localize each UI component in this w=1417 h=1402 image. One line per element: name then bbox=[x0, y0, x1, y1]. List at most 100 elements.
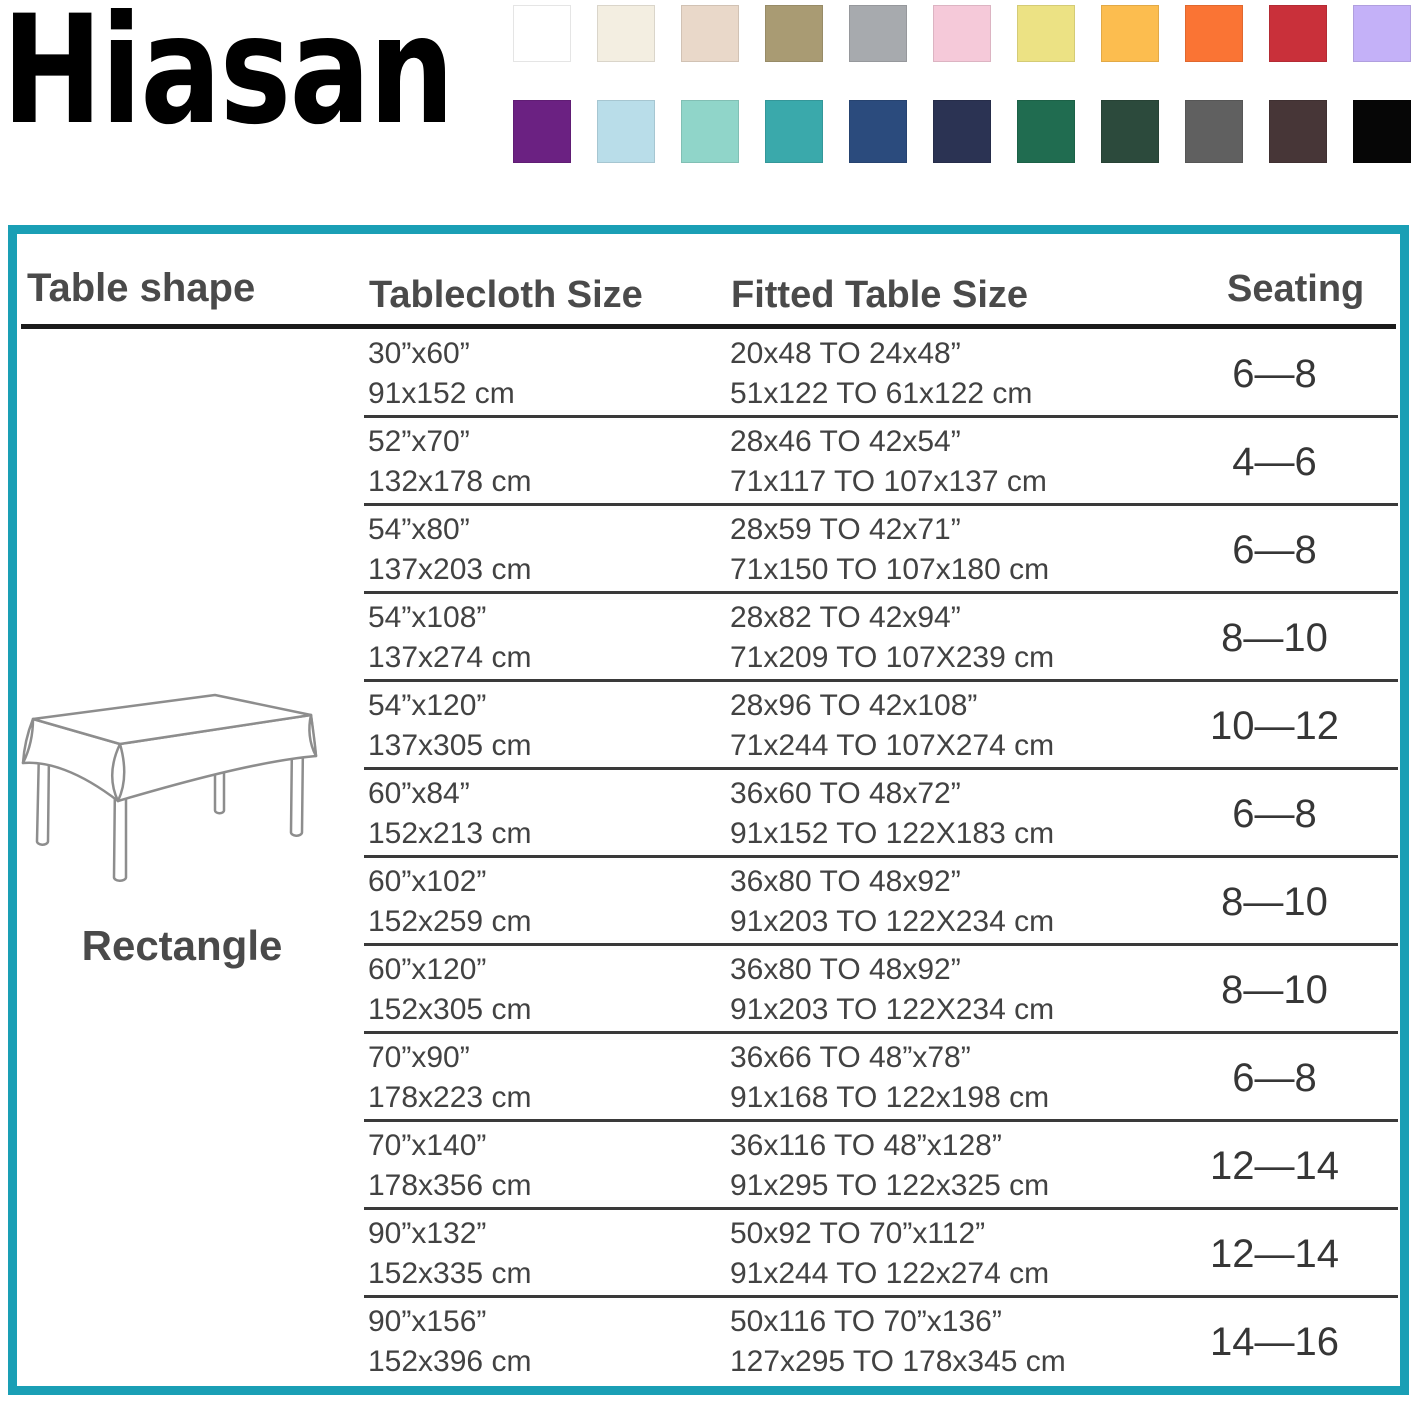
fitted-table-size-cm: 91x203 TO 122X234 cm bbox=[730, 993, 1055, 1026]
fitted-table-size-cell: 36x116 TO 48”x128” 91x295 TO 122x325 cm bbox=[730, 1126, 1049, 1206]
tablecloth-size-inches: 54”x80” bbox=[368, 513, 470, 546]
fitted-table-size-inches: 36x66 TO 48”x78” bbox=[730, 1041, 971, 1074]
color-swatch-row-2 bbox=[513, 100, 1411, 163]
tablecloth-size-cell: 60”x120” 152x305 cm bbox=[368, 950, 531, 1030]
rectangle-table-icon bbox=[21, 693, 318, 882]
fitted-table-size-cm: 91x295 TO 122x325 cm bbox=[730, 1169, 1050, 1202]
seating-cell: 8—10 bbox=[1221, 615, 1328, 660]
color-swatch-navy-blue bbox=[849, 100, 907, 163]
size-row: 54”x120” 137x305 cm 28x96 TO 42x108” 71x244… bbox=[17, 682, 1400, 770]
size-row: 60”x102” 152x259 cm 36x80 TO 48x92” 91x203 … bbox=[17, 858, 1400, 946]
color-swatch-chocolate-brown bbox=[1269, 100, 1327, 163]
tablecloth-size-cm: 152x305 cm bbox=[368, 993, 532, 1026]
size-rows: 30”x60” 91x152 cm 20x48 TO 24x48” 51x122 TO… bbox=[17, 330, 1400, 1386]
seating-cell: 12—14 bbox=[1210, 1231, 1339, 1276]
seating-cell: 8—10 bbox=[1221, 879, 1328, 924]
header-underline bbox=[21, 324, 1396, 329]
tablecloth-size-cell: 54”x80” 137x203 cm bbox=[368, 510, 531, 590]
fitted-table-size-cell: 50x116 TO 70”x136” 127x295 TO 178x345 cm bbox=[730, 1302, 1066, 1382]
seating-cell: 12—14 bbox=[1210, 1143, 1339, 1188]
fitted-table-size-cell: 36x80 TO 48x92” 91x203 TO 122X234 cm bbox=[730, 950, 1054, 1030]
tablecloth-size-inches: 52”x70” bbox=[368, 425, 470, 458]
color-swatch-white bbox=[513, 5, 571, 62]
fitted-table-size-inches: 36x80 TO 48x92” bbox=[730, 953, 961, 986]
tablecloth-size-cm: 137x203 cm bbox=[368, 553, 532, 586]
fitted-table-size-inches: 36x60 TO 48x72” bbox=[730, 777, 961, 810]
tablecloth-size-cell: 70”x140” 178x356 cm bbox=[368, 1126, 531, 1206]
tablecloth-size-inches: 54”x120” bbox=[368, 689, 487, 722]
tablecloth-size-cm: 91x152 cm bbox=[368, 377, 515, 410]
fitted-table-size-cm: 71x117 TO 107x137 cm bbox=[730, 465, 1047, 498]
size-row: 54”x108” 137x274 cm 28x82 TO 42x94” 71x209 … bbox=[17, 594, 1400, 682]
fitted-table-size-cm: 71x244 TO 107X274 cm bbox=[730, 729, 1055, 762]
size-row: 60”x84” 152x213 cm 36x60 TO 48x72” 91x152 T… bbox=[17, 770, 1400, 858]
color-swatch-dark-navy bbox=[933, 100, 991, 163]
tablecloth-size-cm: 152x213 cm bbox=[368, 817, 532, 850]
tablecloth-size-inches: 30”x60” bbox=[368, 337, 470, 370]
color-swatch-pale-yellow bbox=[1017, 5, 1075, 62]
color-swatch-teal bbox=[765, 100, 823, 163]
fitted-table-size-inches: 36x116 TO 48”x128” bbox=[730, 1129, 1002, 1162]
color-swatch-khaki bbox=[765, 5, 823, 62]
fitted-table-size-cell: 28x46 TO 42x54” 71x117 TO 107x137 cm bbox=[730, 422, 1047, 502]
color-swatch-dark-gray bbox=[1185, 100, 1243, 163]
column-header-seating: Seating bbox=[1227, 268, 1365, 310]
tablecloth-size-inches: 90”x132” bbox=[368, 1217, 487, 1250]
color-swatch-lavender bbox=[1353, 5, 1411, 62]
size-row: 60”x120” 152x305 cm 36x80 TO 48x92” 91x203 … bbox=[17, 946, 1400, 1034]
column-header-fitted-table-size: Fitted Table Size bbox=[731, 274, 1029, 316]
color-swatch-ivory bbox=[597, 5, 655, 62]
tablecloth-size-inches: 60”x84” bbox=[368, 777, 470, 810]
size-row: 52”x70” 132x178 cm 28x46 TO 42x54” 71x117 T… bbox=[17, 418, 1400, 506]
size-row: 70”x140” 178x356 cm 36x116 TO 48”x128” 91x2… bbox=[17, 1122, 1400, 1210]
color-swatch-light-blue bbox=[597, 100, 655, 163]
tablecloth-size-cm: 178x223 cm bbox=[368, 1081, 532, 1114]
color-swatch-orange bbox=[1185, 5, 1243, 62]
fitted-table-size-cell: 28x96 TO 42x108” 71x244 TO 107X274 cm bbox=[730, 686, 1054, 766]
color-swatch-pink bbox=[933, 5, 991, 62]
shape-label: Rectangle bbox=[81, 922, 283, 969]
fitted-table-size-cell: 36x80 TO 48x92” 91x203 TO 122X234 cm bbox=[730, 862, 1054, 942]
size-chart-table: Table shape Tablecloth Size Fitted Table… bbox=[8, 225, 1409, 1395]
fitted-table-size-cm: 127x295 TO 178x345 cm bbox=[730, 1345, 1066, 1378]
fitted-table-size-cell: 50x92 TO 70”x112” 91x244 TO 122x274 cm bbox=[730, 1214, 1049, 1294]
fitted-table-size-inches: 28x96 TO 42x108” bbox=[730, 689, 978, 722]
fitted-table-size-cell: 20x48 TO 24x48” 51x122 TO 61x122 cm bbox=[730, 334, 1032, 414]
tablecloth-size-cell: 54”x120” 137x305 cm bbox=[368, 686, 531, 766]
tablecloth-size-inches: 54”x108” bbox=[368, 601, 487, 634]
fitted-table-size-inches: 28x46 TO 42x54” bbox=[730, 425, 961, 458]
size-row: 54”x80” 137x203 cm 28x59 TO 42x71” 71x150 T… bbox=[17, 506, 1400, 594]
color-swatch-dark-green bbox=[1101, 100, 1159, 163]
fitted-table-size-cm: 91x152 TO 122X183 cm bbox=[730, 817, 1055, 850]
tablecloth-size-inches: 60”x120” bbox=[368, 953, 487, 986]
color-swatch-aqua bbox=[681, 100, 739, 163]
seating-cell: 4—6 bbox=[1232, 439, 1317, 484]
fitted-table-size-cell: 28x82 TO 42x94” 71x209 TO 107X239 cm bbox=[730, 598, 1054, 678]
color-swatch-purple bbox=[513, 100, 571, 163]
tablecloth-size-cell: 70”x90” 178x223 cm bbox=[368, 1038, 531, 1118]
tablecloth-size-cell: 90”x156” 152x396 cm bbox=[368, 1302, 531, 1382]
color-swatch-grid bbox=[513, 5, 1411, 163]
tablecloth-size-inches: 70”x140” bbox=[368, 1129, 487, 1162]
column-header-table-shape: Table shape bbox=[27, 266, 256, 310]
color-swatch-red bbox=[1269, 5, 1327, 62]
color-swatch-green bbox=[1017, 100, 1075, 163]
tablecloth-size-cm: 178x356 cm bbox=[368, 1169, 532, 1202]
brand-logo: Hiasan bbox=[2, 0, 454, 158]
fitted-table-size-inches: 28x59 TO 42x71” bbox=[730, 513, 961, 546]
fitted-table-size-cm: 91x203 TO 122X234 cm bbox=[730, 905, 1055, 938]
tablecloth-size-cell: 90”x132” 152x335 cm bbox=[368, 1214, 531, 1294]
tablecloth-size-inches: 60”x102” bbox=[368, 865, 487, 898]
fitted-table-size-cm: 71x150 TO 107x180 cm bbox=[730, 553, 1050, 586]
size-row: 30”x60” 91x152 cm 20x48 TO 24x48” 51x122 TO… bbox=[17, 330, 1400, 418]
seating-cell: 10—12 bbox=[1210, 703, 1339, 748]
seating-cell: 6—8 bbox=[1232, 351, 1317, 396]
fitted-table-size-cell: 36x60 TO 48x72” 91x152 TO 122X183 cm bbox=[730, 774, 1054, 854]
fitted-table-size-inches: 28x82 TO 42x94” bbox=[730, 601, 961, 634]
fitted-table-size-cm: 51x122 TO 61x122 cm bbox=[730, 377, 1033, 410]
tablecloth-size-cm: 152x259 cm bbox=[368, 905, 532, 938]
seating-cell: 14—16 bbox=[1210, 1319, 1339, 1364]
seating-cell: 6—8 bbox=[1232, 1055, 1317, 1100]
fitted-table-size-cm: 91x244 TO 122x274 cm bbox=[730, 1257, 1050, 1290]
